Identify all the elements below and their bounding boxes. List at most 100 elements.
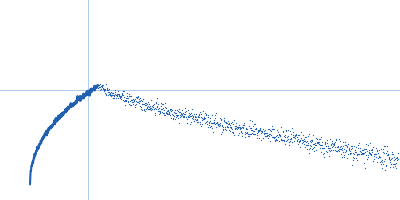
Point bbox=[242, 133, 248, 136]
Point bbox=[346, 147, 352, 150]
Point bbox=[273, 138, 279, 141]
Point bbox=[190, 119, 197, 122]
Point bbox=[247, 118, 253, 121]
Point bbox=[150, 105, 156, 109]
Point bbox=[128, 101, 135, 104]
Point bbox=[112, 94, 119, 97]
Point bbox=[98, 84, 105, 87]
Point bbox=[234, 127, 241, 131]
Point bbox=[376, 156, 383, 159]
Point bbox=[232, 128, 239, 131]
Point bbox=[120, 89, 126, 92]
Point bbox=[200, 118, 206, 121]
Point bbox=[344, 156, 350, 159]
Point bbox=[178, 111, 184, 114]
Point bbox=[347, 150, 354, 153]
Point bbox=[212, 125, 219, 128]
Point bbox=[112, 90, 118, 94]
Point bbox=[214, 122, 220, 125]
Point bbox=[271, 135, 278, 138]
Point bbox=[338, 149, 345, 152]
Point bbox=[228, 127, 235, 130]
Point bbox=[149, 104, 156, 107]
Point bbox=[142, 110, 148, 113]
Point bbox=[349, 163, 355, 166]
Point bbox=[257, 128, 263, 131]
Point bbox=[284, 135, 290, 139]
Point bbox=[270, 127, 277, 131]
Point bbox=[226, 128, 232, 131]
Point bbox=[336, 137, 342, 141]
Point bbox=[271, 136, 277, 139]
Point bbox=[205, 126, 211, 129]
Point bbox=[249, 130, 256, 133]
Point bbox=[174, 108, 181, 111]
Point bbox=[109, 91, 115, 94]
Point bbox=[179, 109, 185, 112]
Point bbox=[293, 133, 300, 136]
Point bbox=[132, 97, 138, 101]
Point bbox=[254, 131, 260, 135]
Point bbox=[128, 95, 134, 98]
Point bbox=[220, 126, 226, 129]
Point bbox=[120, 96, 127, 99]
Point bbox=[395, 152, 400, 155]
Point bbox=[210, 131, 217, 134]
Point bbox=[265, 135, 272, 138]
Point bbox=[358, 152, 364, 156]
Point bbox=[291, 134, 298, 137]
Point bbox=[379, 159, 386, 162]
Point bbox=[196, 116, 203, 119]
Point bbox=[215, 124, 221, 127]
Point bbox=[305, 141, 311, 145]
Point bbox=[114, 94, 120, 97]
Point bbox=[283, 138, 290, 141]
Point bbox=[307, 144, 313, 147]
Point bbox=[235, 126, 241, 130]
Point bbox=[246, 132, 252, 136]
Point bbox=[333, 139, 340, 142]
Point bbox=[124, 96, 130, 99]
Point bbox=[240, 123, 246, 126]
Point bbox=[376, 154, 382, 158]
Point bbox=[241, 124, 247, 127]
Point bbox=[259, 131, 265, 134]
Point bbox=[228, 121, 234, 124]
Point bbox=[280, 138, 286, 142]
Point bbox=[194, 115, 201, 119]
Point bbox=[388, 156, 395, 160]
Point bbox=[322, 143, 328, 146]
Point bbox=[172, 117, 178, 120]
Point bbox=[184, 121, 190, 125]
Point bbox=[223, 122, 229, 125]
Point bbox=[98, 88, 104, 91]
Point bbox=[217, 123, 223, 126]
Point bbox=[203, 113, 209, 116]
Point bbox=[96, 86, 102, 89]
Point bbox=[302, 140, 309, 143]
Point bbox=[132, 105, 138, 108]
Point bbox=[110, 97, 116, 100]
Point bbox=[362, 142, 369, 146]
Point bbox=[268, 133, 274, 136]
Point bbox=[374, 149, 380, 152]
Point bbox=[226, 122, 232, 125]
Point bbox=[212, 122, 219, 125]
Point bbox=[350, 155, 356, 158]
Point bbox=[331, 149, 338, 152]
Point bbox=[251, 122, 258, 126]
Point bbox=[333, 146, 340, 149]
Point bbox=[201, 117, 207, 120]
Point bbox=[202, 112, 209, 115]
Point bbox=[310, 134, 316, 137]
Point bbox=[238, 130, 244, 133]
Point bbox=[342, 143, 348, 147]
Point bbox=[102, 91, 108, 95]
Point bbox=[105, 93, 112, 96]
Point bbox=[215, 124, 222, 127]
Point bbox=[297, 136, 304, 139]
Point bbox=[381, 145, 387, 148]
Point bbox=[327, 137, 334, 140]
Point bbox=[321, 151, 328, 155]
Point bbox=[178, 115, 184, 118]
